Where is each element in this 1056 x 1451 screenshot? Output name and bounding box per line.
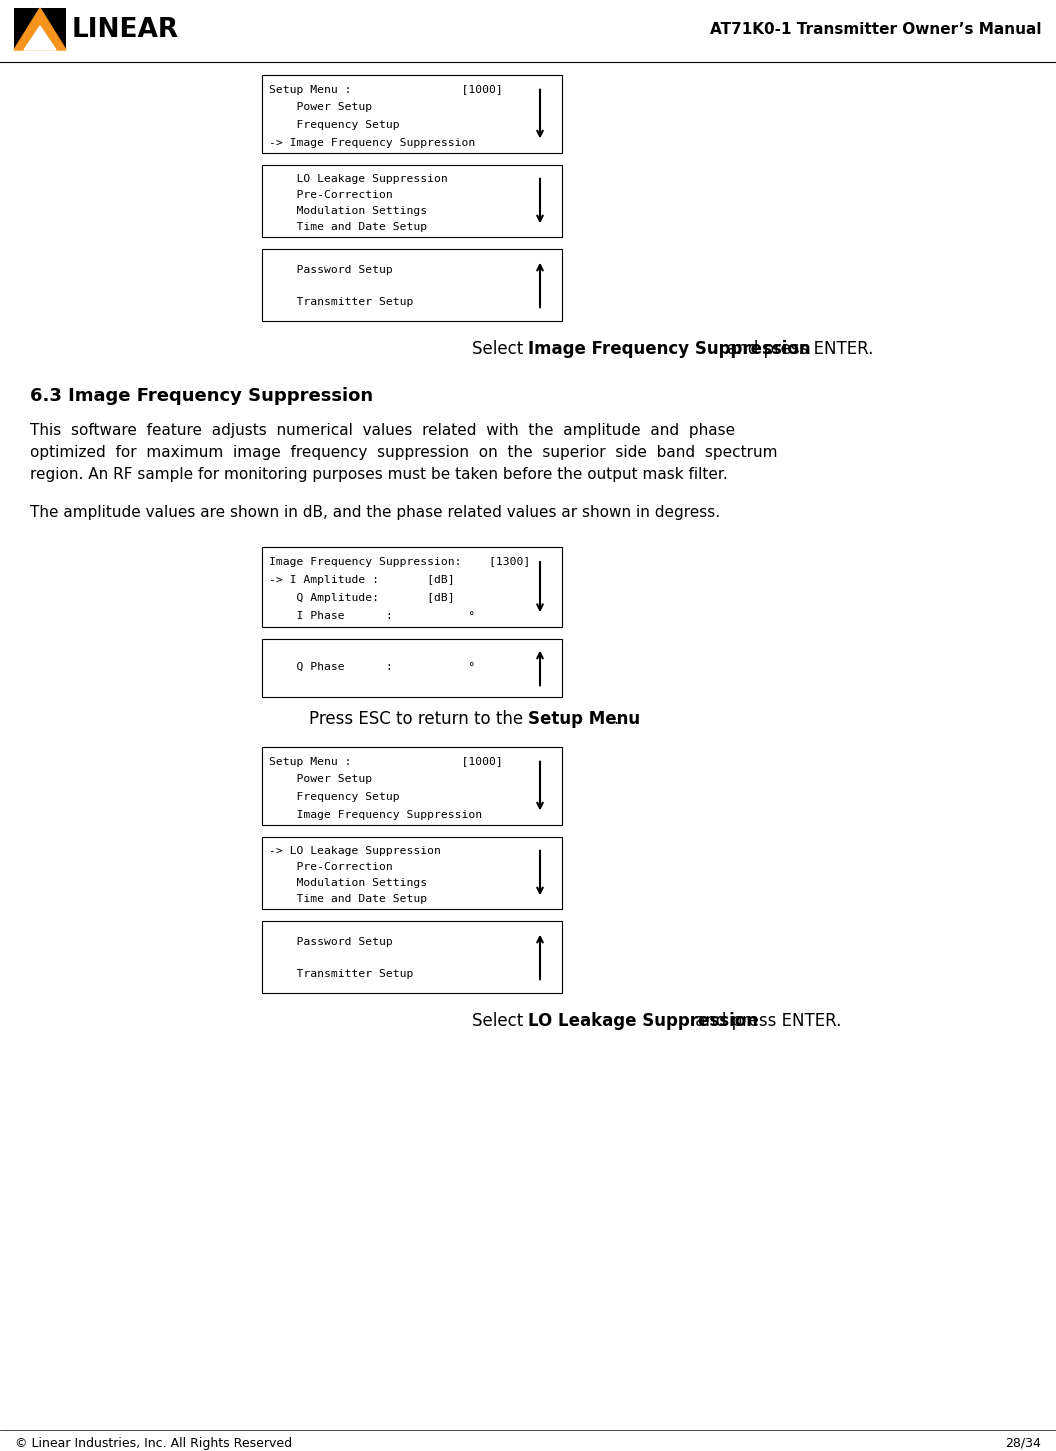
- Text: -> Image Frequency Suppression: -> Image Frequency Suppression: [269, 138, 475, 148]
- Text: Select: Select: [471, 340, 528, 358]
- Text: and press ENTER.: and press ENTER.: [690, 1011, 842, 1030]
- Text: © Linear Industries, Inc. All Rights Reserved: © Linear Industries, Inc. All Rights Res…: [15, 1436, 293, 1450]
- Text: Power Setup: Power Setup: [269, 103, 372, 113]
- Bar: [262, 75, 562, 152]
- Text: Frequency Setup: Frequency Setup: [269, 120, 399, 131]
- Text: The amplitude values are shown in dB, and the phase related values ar shown in d: The amplitude values are shown in dB, an…: [30, 505, 720, 519]
- Bar: [262, 837, 562, 908]
- Polygon shape: [14, 9, 65, 49]
- Text: .: .: [612, 710, 618, 728]
- Text: Q Phase      :           °: Q Phase : °: [269, 662, 475, 672]
- Text: Power Setup: Power Setup: [269, 775, 372, 785]
- Text: Q Amplitude:       [dB]: Q Amplitude: [dB]: [269, 593, 455, 604]
- Text: 6.3 Image Frequency Suppression: 6.3 Image Frequency Suppression: [30, 387, 373, 405]
- Text: Setup Menu :                [1000]: Setup Menu : [1000]: [269, 86, 503, 94]
- Text: -> I Amplitude :       [dB]: -> I Amplitude : [dB]: [269, 575, 455, 585]
- Text: LO Leakage Suppression: LO Leakage Suppression: [269, 174, 448, 184]
- Bar: [14, 9, 65, 49]
- Text: Transmitter Setup: Transmitter Setup: [269, 969, 413, 979]
- Polygon shape: [24, 26, 56, 49]
- Text: Password Setup: Password Setup: [269, 264, 393, 274]
- Text: optimized  for  maximum  image  frequency  suppression  on  the  superior  side : optimized for maximum image frequency su…: [30, 445, 777, 460]
- Bar: [262, 165, 562, 237]
- Bar: [262, 547, 562, 627]
- Text: LO Leakage Suppression: LO Leakage Suppression: [528, 1011, 758, 1030]
- Text: Select: Select: [471, 1011, 528, 1030]
- Text: Time and Date Setup: Time and Date Setup: [269, 894, 427, 904]
- Text: region. An RF sample for monitoring purposes must be taken before the output mas: region. An RF sample for monitoring purp…: [30, 467, 728, 482]
- Text: I Phase      :           °: I Phase : °: [269, 611, 475, 621]
- Text: Pre-Correction: Pre-Correction: [269, 862, 393, 872]
- Text: and press ENTER.: and press ENTER.: [722, 340, 873, 358]
- Text: Password Setup: Password Setup: [269, 937, 393, 948]
- Bar: [262, 250, 562, 321]
- Text: Image Frequency Suppression: Image Frequency Suppression: [269, 810, 483, 820]
- Text: Image Frequency Suppression:    [1300]: Image Frequency Suppression: [1300]: [269, 557, 530, 567]
- Text: Transmitter Setup: Transmitter Setup: [269, 297, 413, 306]
- Text: Modulation Settings: Modulation Settings: [269, 206, 427, 216]
- Text: LINEAR: LINEAR: [72, 17, 180, 44]
- Text: 28/34: 28/34: [1005, 1436, 1041, 1450]
- Text: This  software  feature  adjusts  numerical  values  related  with  the  amplitu: This software feature adjusts numerical …: [30, 424, 735, 438]
- Text: Pre-Correction: Pre-Correction: [269, 190, 393, 200]
- Bar: [262, 747, 562, 826]
- Text: Time and Date Setup: Time and Date Setup: [269, 222, 427, 232]
- Text: Press ESC to return to the: Press ESC to return to the: [308, 710, 528, 728]
- Bar: [262, 921, 562, 992]
- Text: -> LO Leakage Suppression: -> LO Leakage Suppression: [269, 846, 440, 856]
- Text: Setup Menu: Setup Menu: [528, 710, 640, 728]
- Text: Modulation Settings: Modulation Settings: [269, 878, 427, 888]
- Text: Setup Menu :                [1000]: Setup Menu : [1000]: [269, 757, 503, 768]
- Bar: [262, 638, 562, 696]
- Text: Frequency Setup: Frequency Setup: [269, 792, 399, 802]
- Text: AT71K0-1 Transmitter Owner’s Manual: AT71K0-1 Transmitter Owner’s Manual: [711, 23, 1042, 38]
- Text: Image Frequency Suppression: Image Frequency Suppression: [528, 340, 811, 358]
